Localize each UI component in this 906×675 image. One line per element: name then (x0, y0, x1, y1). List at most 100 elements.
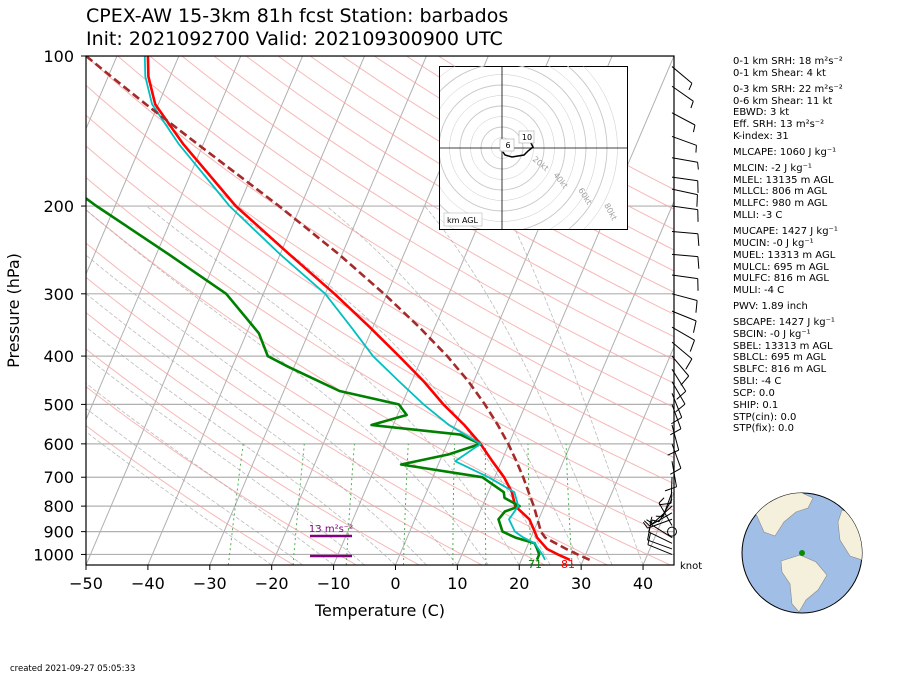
wetbulb-profile (143, 56, 546, 561)
isotherm (580, 345, 674, 565)
wind-barb-flag (685, 358, 693, 370)
moist-adiabat (86, 431, 272, 565)
wind-barb-flag (647, 532, 652, 545)
hodograph-height-label: 6 (505, 141, 510, 150)
surface-dewpoint-label: 71 (528, 558, 542, 571)
stability-index: MLLI: -3 C (733, 210, 783, 222)
stability-index: STP(fix): 0.0 (733, 423, 794, 435)
wind-barb-flag (675, 403, 686, 413)
x-tick-label: 30 (571, 574, 591, 593)
moist-adiabat (503, 205, 644, 565)
moist-adiabat (86, 326, 396, 565)
x-tick-label: −30 (193, 574, 227, 593)
stability-index: MUCIN: -0 J kg⁻¹ (733, 237, 814, 249)
wind-barb (662, 491, 673, 517)
plot-frame (85, 55, 675, 566)
mixing-ratio-line (403, 443, 409, 565)
mixing-ratio-line (565, 443, 573, 565)
wind-barb (647, 518, 673, 529)
chart-title-line2: Init: 2021092700 Valid: 202109300900 UTC (86, 28, 503, 50)
stability-index: SBLCL: 695 m AGL (733, 352, 827, 364)
dry-adiabat (86, 424, 294, 565)
wind-barb-flag (680, 375, 690, 386)
wind-barb-flag (670, 467, 682, 475)
wind-barb-flag (671, 416, 683, 425)
wind-barb-flag (658, 497, 665, 504)
stability-index: SBCIN: -0 J kg⁻¹ (733, 328, 811, 340)
stability-index: SCP: 0.0 (733, 387, 775, 399)
dry-adiabat (245, 56, 674, 315)
wind-barb (647, 539, 673, 550)
wind-barb-flag (670, 428, 682, 436)
moist-adiabat (146, 205, 520, 565)
mixing-ratio-line (452, 443, 456, 565)
stability-index: MLEL: 13135 m AGL (733, 174, 834, 186)
wind-barb (658, 502, 673, 526)
dry-adiabat (117, 56, 674, 408)
wind-barb-flag (697, 256, 700, 269)
y-tick-label: 300 (43, 285, 74, 304)
wind-barb-flag (689, 340, 695, 352)
wind-barb (671, 443, 682, 469)
dry-adiabat (86, 56, 674, 433)
dry-adiabat (86, 276, 545, 565)
stability-index: SBEL: 13313 m AGL (733, 340, 833, 352)
wind-barb (671, 393, 683, 418)
stability-index: MULCL: 695 m AGL (733, 261, 829, 273)
x-tick-label: 40 (633, 574, 653, 593)
y-axis-label: Pressure (hPa) (4, 253, 23, 368)
isotherm (86, 56, 304, 565)
x-tick-label: 0 (390, 574, 400, 593)
dry-adiabat (149, 56, 674, 384)
wind-barb-flag (695, 145, 697, 153)
hodograph-height-label: 10 (522, 133, 532, 142)
wind-barb (671, 231, 698, 235)
mixing-ratio-line (227, 443, 244, 565)
surface-temp-label: 81 (561, 558, 575, 571)
moist-adiabat (86, 382, 334, 565)
stability-index: Eff. SRH: 13 m²s⁻² (733, 119, 825, 131)
wind-barb (671, 253, 698, 258)
stability-index: 0-1 km Shear: 4 kt (733, 67, 826, 79)
stability-index: SBLI: -4 C (733, 376, 782, 388)
wind-barb (671, 188, 698, 196)
wind-barb-flag (651, 519, 660, 523)
wind-barb (671, 341, 693, 360)
x-tick-label: −10 (317, 574, 351, 593)
dry-adiabat (86, 176, 674, 539)
dry-adiabat (86, 145, 674, 512)
stability-index: SBLFC: 816 m AGL (733, 364, 827, 376)
y-tick-label: 900 (43, 523, 74, 542)
temperature-profile (146, 56, 571, 561)
stability-index: 0-6 km Shear: 11 kt (733, 95, 833, 107)
moist-adiabat (86, 293, 427, 565)
dry-adiabat (86, 84, 674, 459)
wind-barb (647, 544, 673, 555)
mixing-ratio-line (527, 443, 532, 565)
stability-index: MUCAPE: 1427 J kg⁻¹ (733, 225, 838, 237)
stability-index: MLCAPE: 1060 J kg⁻¹ (733, 146, 837, 158)
stability-index: MULFC: 816 m AGL (733, 273, 829, 285)
wind-barb (671, 310, 697, 322)
mixing-ratio-line (484, 443, 487, 565)
moist-adiabat (326, 205, 582, 565)
moist-adiabat (86, 356, 365, 565)
x-tick-label: −40 (131, 574, 165, 593)
isotherm (86, 56, 242, 421)
wind-barb (671, 404, 682, 429)
dry-adiabat (86, 242, 608, 565)
wind-barb (670, 477, 673, 504)
stability-index: STP(cin): 0.0 (733, 411, 797, 423)
stability-index: 0-1 km SRH: 18 m²s⁻² (733, 56, 843, 67)
stability-index: SBCAPE: 1427 J kg⁻¹ (733, 316, 835, 328)
wind-barb-flag (688, 83, 693, 91)
y-tick-label: 800 (43, 497, 74, 516)
stability-index: MLCIN: -2 J kg⁻¹ (733, 162, 812, 174)
dry-adiabat (86, 348, 420, 565)
y-tick-label: 100 (43, 47, 74, 66)
wind-barb (671, 368, 687, 392)
stability-index: K-index: 31 (733, 131, 789, 143)
y-tick-label: 500 (43, 395, 74, 414)
x-tick-label: −50 (69, 574, 103, 593)
